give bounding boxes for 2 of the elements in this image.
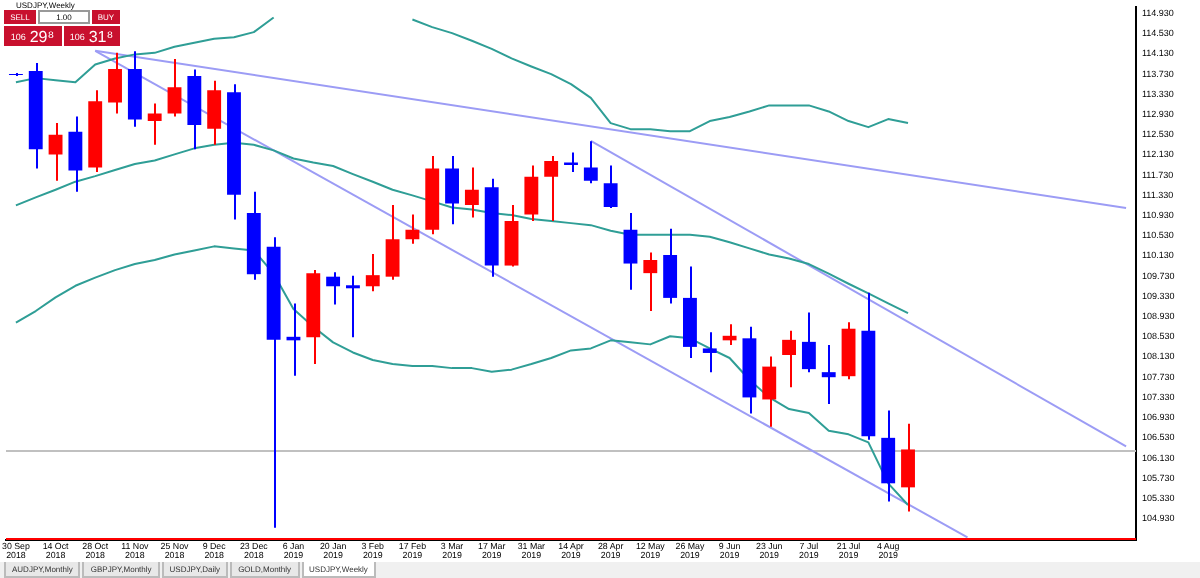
annotation: 29⁸ <box>29 27 55 45</box>
annotation: 31⁸ <box>88 27 114 45</box>
